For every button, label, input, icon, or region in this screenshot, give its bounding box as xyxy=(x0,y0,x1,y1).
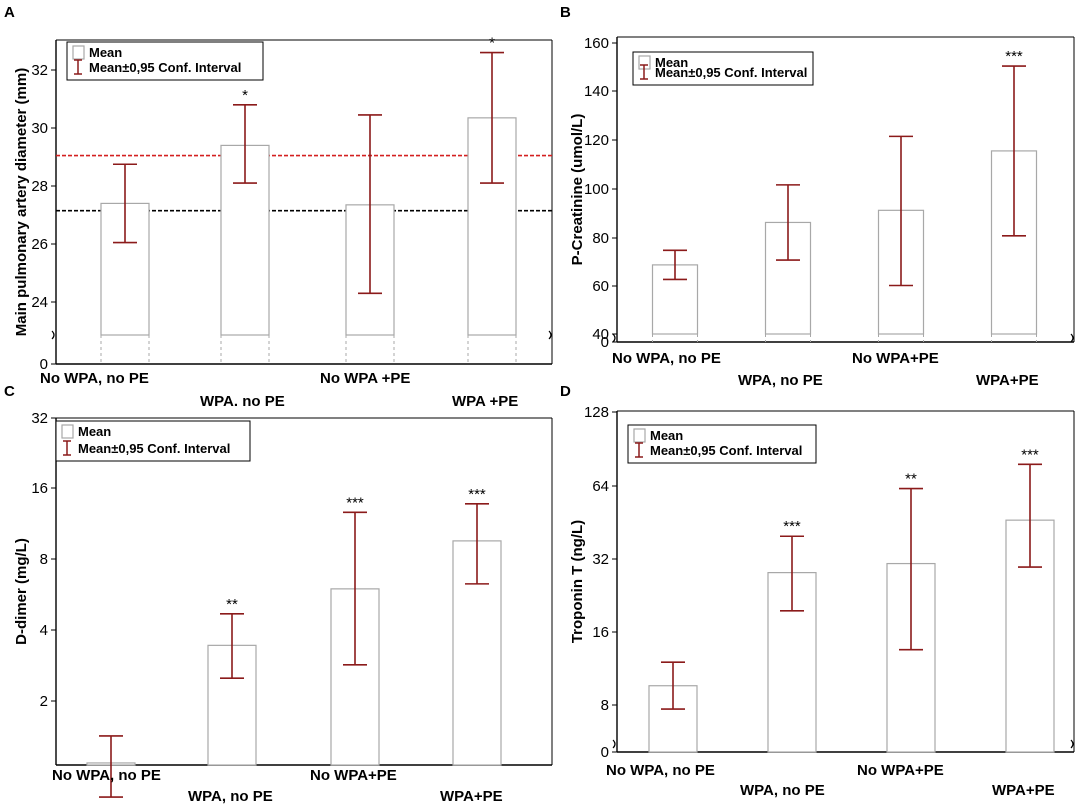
significance-label: * xyxy=(489,35,495,52)
x-category-label: WPA, no PE xyxy=(188,788,273,805)
y-tick-label: 30 xyxy=(31,120,48,137)
legend-mean-swatch xyxy=(72,45,85,60)
x-category-label: No WPA, no PE xyxy=(606,762,715,779)
x-category-label: No WPA, no PE xyxy=(52,767,161,784)
legend-box xyxy=(627,424,817,464)
axis-break-mark xyxy=(1070,739,1074,749)
y-tick-label: 100 xyxy=(584,181,609,198)
x-category-label: WPA+PE xyxy=(992,782,1055,799)
panel-label: A xyxy=(4,4,15,21)
y-axis-label: D-dimer (mg/L) xyxy=(13,538,30,645)
x-category-label: WPA+PE xyxy=(440,788,503,805)
y-tick-label: 8 xyxy=(601,697,609,714)
axis-break-mark xyxy=(612,739,616,749)
y-tick-label: 8 xyxy=(40,551,48,568)
y-axis-label: Main pulmonary artery diameter (mm) xyxy=(13,68,30,336)
legend-ci-label: Mean±0,95 Conf. Interval xyxy=(655,65,807,80)
x-category-label: WPA. no PE xyxy=(200,393,285,410)
legend-ci-label: Mean±0,95 Conf. Interval xyxy=(650,443,802,458)
y-tick-label: 80 xyxy=(592,230,609,247)
y-tick-label: 128 xyxy=(584,404,609,421)
x-category-label: No WPA+PE xyxy=(310,767,397,784)
significance-label: ** xyxy=(905,471,917,488)
y-tick-label: 120 xyxy=(584,132,609,149)
y-axis-label: Troponin T (ng/L) xyxy=(569,520,586,643)
y-tick-label: 140 xyxy=(584,83,609,100)
axis-break-mark xyxy=(51,330,55,340)
y-tick-label: 16 xyxy=(31,480,48,497)
x-category-label: WPA+PE xyxy=(976,372,1039,389)
legend-box xyxy=(632,51,814,86)
significance-label: * xyxy=(242,87,248,104)
legend-box xyxy=(66,41,264,81)
legend-ci-label: Mean±0,95 Conf. Interval xyxy=(78,441,230,456)
significance-label: *** xyxy=(1021,446,1039,463)
axis-break-mark xyxy=(548,330,552,340)
y-tick-label: 40 xyxy=(592,326,609,343)
y-tick-label: 4 xyxy=(40,622,48,639)
y-tick-label: 16 xyxy=(592,624,609,641)
y-tick-label: 24 xyxy=(31,294,48,311)
legend-box xyxy=(55,420,251,462)
y-tick-label: 26 xyxy=(31,236,48,253)
significance-label: ** xyxy=(226,596,238,613)
panel-a: A Main pulmonary artery diameter (mm) 0 24 2… xyxy=(4,4,553,410)
x-category-label: WPA, no PE xyxy=(740,782,825,799)
legend-mean-swatch xyxy=(61,424,74,439)
x-category-label: No WPA, no PE xyxy=(40,370,149,387)
x-category-label: No WPA+PE xyxy=(857,762,944,779)
legend-mean-label: Mean xyxy=(89,45,122,60)
y-tick-label: 0 xyxy=(601,744,609,761)
panel-label: D xyxy=(560,383,571,400)
legend: Mean Mean±0,95 Conf. Interval xyxy=(55,420,251,462)
y-tick-label: 32 xyxy=(31,410,48,427)
x-category-label: No WPA, no PE xyxy=(612,350,721,367)
x-category-label: WPA +PE xyxy=(452,393,518,410)
y-tick-label: 64 xyxy=(592,478,609,495)
y-tick-label: 2 xyxy=(40,693,48,710)
panel-b: B P-Creatinine (umol/L) 040 60 80 100 120 140 16… xyxy=(560,4,1075,389)
panel-c: C D-dimer (mg/L) 2 4 8 16 32 No WPA, no PE ** WPA… xyxy=(4,383,553,805)
x-category-label: No WPA+PE xyxy=(852,350,939,367)
legend-ci-label: Mean±0,95 Conf. Interval xyxy=(89,60,241,75)
legend-mean-label: Mean xyxy=(650,428,683,443)
panel-label: B xyxy=(560,4,571,21)
legend-mean-label: Mean xyxy=(78,424,111,439)
significance-label: *** xyxy=(468,486,486,503)
significance-label: *** xyxy=(346,494,364,511)
panel-label: C xyxy=(4,383,15,400)
y-tick-label: 0 xyxy=(601,334,609,351)
panel-d: D Troponin T (ng/L) 0 8 16 32 64 128 No WPA, no … xyxy=(560,383,1075,799)
legend-mean-label: Mean xyxy=(655,55,688,70)
y-axis-label: P-Creatinine (umol/L) xyxy=(569,114,586,266)
x-category-label: WPA, no PE xyxy=(738,372,823,389)
axis-break-mark xyxy=(1070,333,1074,343)
legend-mean-swatch xyxy=(633,428,646,443)
y-tick-label: 32 xyxy=(592,551,609,568)
significance-label: *** xyxy=(1005,48,1023,65)
y-tick-label: 60 xyxy=(592,278,609,295)
x-category-label: No WPA +PE xyxy=(320,370,410,387)
y-tick-label: 0 xyxy=(40,356,48,373)
y-tick-label: 160 xyxy=(584,35,609,52)
significance-label: *** xyxy=(783,518,801,535)
y-tick-label: 28 xyxy=(31,178,48,195)
y-tick-label: 32 xyxy=(31,62,48,79)
axis-break-mark xyxy=(612,333,616,343)
